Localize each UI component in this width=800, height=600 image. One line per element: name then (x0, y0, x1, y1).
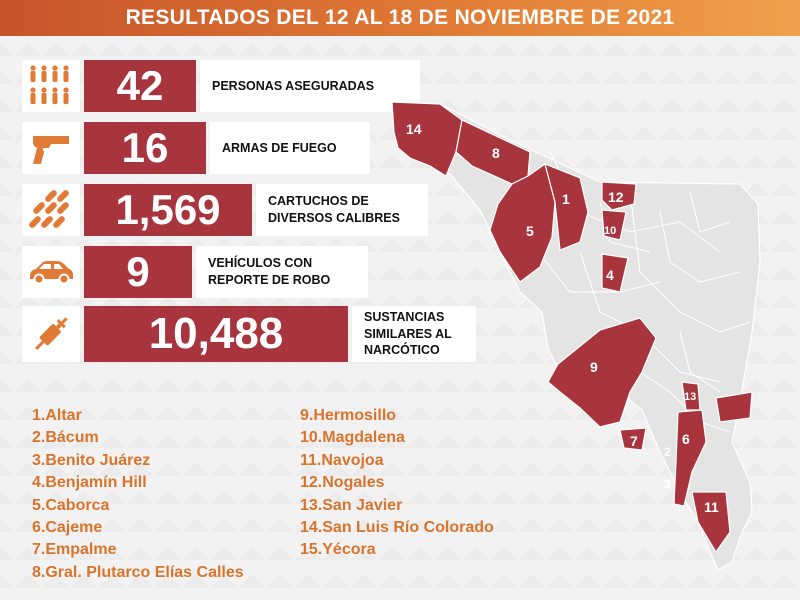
region-navojoa (691, 491, 731, 554)
municipality-legend-col1: 1.Altar 2.Bácum 3.Benito Juárez 4.Benjam… (32, 405, 244, 584)
legend-item: 8.Gral. Plutarco Elías Calles (32, 563, 244, 581)
map-number: 3 (664, 477, 671, 491)
stat-value: 16 (84, 122, 206, 174)
stat-label-line: VEHÍCULOS CON (208, 256, 313, 271)
stat-label-line: PERSONAS ASEGURADAS (212, 78, 375, 93)
stat-label-line: SUSTANCIAS (364, 309, 445, 324)
map-number: 1 (562, 191, 570, 207)
region-altar (544, 163, 589, 251)
stat-label: SUSTANCIAS SIMILARES AL NARCÓTICO (352, 306, 476, 362)
stat-value: 42 (84, 60, 196, 112)
legend-item: 12.Nogales (300, 474, 385, 492)
syringe-icon (22, 306, 80, 362)
legend-item: 15.Yécora (300, 541, 376, 559)
region-caborca (489, 163, 556, 283)
map-number: 7 (630, 433, 638, 449)
legend-item: 4.Benjamín Hill (32, 474, 147, 492)
legend-item: 13.San Javier (300, 496, 403, 514)
map-number: 12 (608, 189, 624, 205)
stat-label-line: NARCÓTICO (364, 343, 440, 358)
stat-label: CARTUCHOS DE DIVERSOS CALIBRES (256, 184, 428, 236)
region-san-luis-rio-colorado (391, 101, 463, 177)
stat-label: VEHÍCULOS CON REPORTE DE ROBO (196, 246, 368, 298)
region-hermosillo (547, 317, 657, 428)
legend-item: 10.Magdalena (300, 429, 405, 447)
legend-item: 6.Cajeme (32, 519, 103, 537)
legend-item: 5.Caborca (32, 496, 110, 514)
map-number: 9 (590, 359, 598, 375)
stat-value: 10,488 (84, 306, 348, 362)
sonora-map: 14 8 1 12 10 5 4 9 13 7 6 2 3 11 (391, 101, 761, 571)
municipality-legend-col2: 9.Hermosillo 10.Magdalena 11.Navojoa 12.… (300, 405, 494, 562)
stat-label: ARMAS DE FUEGO (210, 122, 370, 174)
stat-label-line: REPORTE DE ROBO (208, 273, 331, 287)
legend-item: 3.Benito Juárez (32, 451, 151, 469)
map-number: 11 (704, 499, 719, 515)
region-nogales (601, 181, 637, 211)
legend-item: 14.San Luis Río Colorado (300, 519, 494, 537)
region-yecora (715, 391, 753, 423)
map-number: 13 (684, 391, 696, 403)
stat-label-line: SIMILARES AL (364, 326, 452, 341)
map-number: 2 (664, 445, 671, 459)
map-number: 6 (682, 431, 690, 447)
people-icon (22, 60, 80, 112)
region-benjamin-hill (601, 253, 629, 293)
legend-item: 2.Bácum (32, 429, 99, 447)
legend-item: 11.Navojoa (300, 451, 384, 469)
car-icon (22, 246, 80, 298)
stat-label: PERSONAS ASEGURADAS (200, 60, 420, 112)
stat-label-line: DIVERSOS CALIBRES (268, 211, 400, 225)
pistol-icon (22, 122, 80, 174)
map-number: 10 (604, 225, 616, 237)
region-plutarco-elias-calles (455, 119, 531, 185)
region-empalme (619, 427, 647, 451)
stat-value: 9 (84, 246, 192, 298)
map-number: 5 (526, 223, 534, 239)
map-number: 8 (492, 145, 500, 161)
legend-item: 1.Altar (32, 407, 82, 424)
page-title: RESULTADOS DEL 12 AL 18 DE NOVIEMBRE DE … (125, 6, 675, 29)
legend-item: 7.Empalme (32, 541, 117, 559)
map-number: 4 (606, 267, 614, 283)
region-cajeme (673, 409, 707, 507)
stat-label-line: ARMAS DE FUEGO (222, 140, 337, 155)
title-banner: RESULTADOS DEL 12 AL 18 DE NOVIEMBRE DE … (0, 0, 800, 36)
map-number: 14 (406, 121, 422, 137)
region-magdalena (601, 209, 627, 241)
legend-item: 9.Hermosillo (300, 407, 397, 424)
stat-label-line: CARTUCHOS DE (268, 194, 369, 209)
bullets-icon (22, 184, 80, 236)
stat-value: 1,569 (84, 184, 252, 236)
